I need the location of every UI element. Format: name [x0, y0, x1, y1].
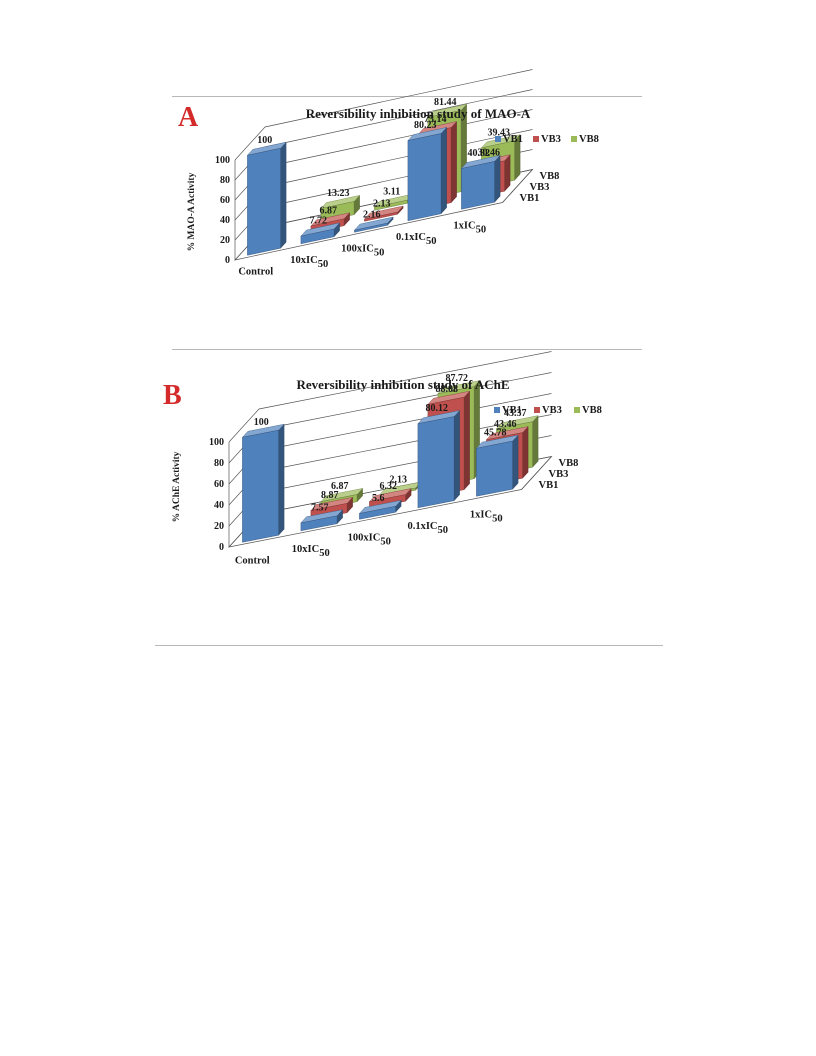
chart-b-bar-vb1-3 [417, 409, 461, 509]
chart-a-legend-label: VB8 [579, 134, 599, 145]
chart-b-depth-label: VB8 [559, 458, 579, 469]
chart-b-data-label: 43.46 [494, 419, 517, 430]
chart-a-category-label: 0.1xIC50 [396, 232, 437, 247]
chart-a-legend-label: VB1 [503, 134, 523, 145]
chart-a-bar-vb1-1 [300, 222, 341, 245]
chart-a-data-label: 39.43 [488, 127, 511, 138]
chart-a-data-label: 40.82 [468, 148, 491, 159]
chart-b-y-tick-label: 80 [214, 458, 224, 469]
chart-a-legend-label: VB3 [541, 134, 561, 145]
chart-a-title: Reversibility inhibition study of MAO-A [306, 106, 531, 121]
chart-panel-a: 0 20 40 60 80 100 13.23 3.11 81.44 39.43 6.87 2.13 7… [172, 69, 642, 350]
chart-b-category-label: 0.1xIC50 [407, 521, 448, 536]
chart-a-panel-letter: A [178, 102, 199, 133]
chart-a-category-label: 100xIC50 [341, 243, 384, 258]
chart-b-category-label: 10xIC50 [292, 544, 330, 559]
chart-a-data-label: 6.87 [320, 205, 338, 216]
chart-a-y-tick-label: 80 [220, 175, 230, 186]
chart-b-legend-swatch [574, 407, 580, 413]
chart-a-y-axis-label: % MAO-A Activity [187, 172, 197, 251]
chart-a-data-label: 75.14 [424, 114, 447, 125]
chart-a-bar-vb3-2 [363, 205, 404, 222]
chart-b-data-label: 100 [254, 417, 269, 428]
chart-b-category-label: 100xIC50 [348, 532, 391, 547]
chart-a-data-label: 13.23 [327, 188, 350, 199]
chart-a-legend: VB1 VB3 VB8 [495, 134, 599, 145]
chart-b-depth-label: VB1 [539, 480, 559, 491]
chart-b-data-label: 45.78 [484, 428, 507, 439]
chart-b-data-label: 6.32 [380, 481, 398, 492]
chart-a-bar-vb1-2 [353, 216, 394, 233]
chart-b-legend-label: VB3 [542, 405, 562, 416]
chart-a-legend-swatch [495, 136, 501, 142]
chart-b-bar-vb1-0 [241, 423, 285, 543]
chart-b-y-axis-label: % AChE Activity [172, 451, 182, 522]
chart-b-y-tick-label: 40 [214, 500, 224, 511]
chart-a-legend-swatch [571, 136, 577, 142]
chart-a-bar-vb8-1 [320, 194, 361, 223]
chart-b-category-label: 1xIC50 [470, 509, 503, 524]
chart-a-y-tick-label: 0 [225, 255, 230, 266]
chart-a-y-tick-label: 100 [215, 155, 230, 166]
chart-a-data-label: 2.16 [363, 210, 381, 221]
chart-b-depth-label: VB3 [549, 469, 569, 480]
chart-b-data-label: 5.6 [372, 493, 385, 504]
chart-a-category-label: Control [238, 266, 273, 277]
chart-a-y-tick-label: 60 [220, 195, 230, 206]
chart-b-depth-axis [521, 456, 552, 490]
chart-a-svg: 0 20 40 60 80 100 13.23 3.11 81.44 39.43 6.87 2.13 7… [178, 69, 599, 277]
chart-b-legend: VB1 VB3 VB8 [494, 405, 602, 416]
chart-a-depth-label: VB1 [520, 193, 540, 204]
chart-b-data-label: 2.13 [390, 475, 408, 486]
chart-b-legend-swatch [494, 407, 500, 413]
chart-a-legend-swatch [533, 136, 539, 142]
chart-b-gridline [228, 351, 552, 443]
chart-a-data-label: 81.44 [434, 97, 457, 108]
chart-b-title: Reversibility inhibition study of AChE [296, 377, 509, 392]
chart-b-bar-vb1-2 [358, 499, 402, 520]
chart-a-data-label: 100 [257, 135, 272, 146]
chart-b-legend-swatch [534, 407, 540, 413]
chart-b-data-label: 8.87 [321, 490, 339, 501]
chart-b-data-label: 7.57 [311, 502, 329, 513]
chart-a-category-label: 1xIC50 [453, 220, 486, 235]
chart-panel-b: 0 20 40 60 80 100 6.87 2.13 87.72 43.37 8.87 6.32 88… [155, 351, 663, 646]
chart-b-y-tick-label: 20 [214, 521, 224, 532]
chart-a-depth-label: VB3 [530, 182, 550, 193]
chart-b-bar-vb1-1 [300, 509, 344, 532]
chart-b-legend-label: VB8 [582, 405, 602, 416]
chart-a-gridline [234, 69, 533, 161]
chart-a-data-label: 30.46 [478, 147, 501, 158]
chart-a-depth-label: VB8 [540, 171, 560, 182]
chart-a-y-tick-label: 40 [220, 215, 230, 226]
chart-b-data-label: 6.87 [331, 481, 349, 492]
chart-b-bar-vb1-4 [475, 434, 519, 497]
chart-a-bar-vb1-3 [407, 126, 448, 222]
chart-b-data-label: 80.12 [426, 403, 449, 414]
chart-b-y-tick-label: 60 [214, 479, 224, 490]
chart-b-y-tick-label: 0 [219, 542, 224, 553]
panel-a-bottom-rule [172, 349, 642, 350]
chart-b-data-label: 43.37 [504, 408, 527, 419]
chart-b-legend-label: VB1 [502, 405, 522, 416]
chart-a-bar-vb1-4 [460, 154, 501, 210]
chart-b-category-label: Control [235, 555, 270, 566]
chart-b-bars [241, 380, 539, 543]
panel-b-bottom-rule [155, 645, 663, 646]
chart-a-category-label: 10xIC50 [290, 255, 328, 270]
chart-b-data-label: 87.72 [446, 373, 469, 384]
chart-a-bars [246, 103, 521, 256]
chart-b-panel-letter: B [163, 380, 182, 411]
chart-a-depth-axis [502, 169, 533, 203]
chart-a-bar-vb1-0 [246, 141, 287, 256]
chart-b-data-label: 88.08 [436, 384, 459, 395]
chart-b-svg: 0 20 40 60 80 100 6.87 2.13 87.72 43.37 8.87 6.32 88… [163, 351, 602, 566]
chart-a-data-label: 2.13 [373, 199, 391, 210]
chart-a-data-label: 3.11 [383, 187, 400, 198]
chart-b-y-tick-label: 100 [209, 437, 224, 448]
chart-a-data-label: 7.72 [310, 216, 328, 227]
chart-a-data-label: 80.23 [414, 120, 437, 131]
chart-a-y-tick-label: 20 [220, 235, 230, 246]
